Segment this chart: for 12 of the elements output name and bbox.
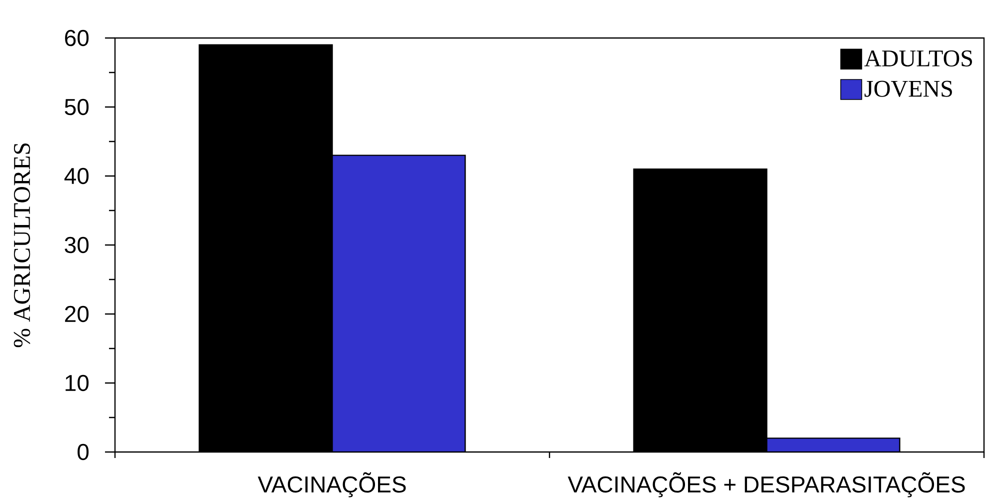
y-tick-label: 60 bbox=[65, 30, 89, 46]
y-tick-label: 50 bbox=[64, 98, 89, 116]
y-tick-label: 20 bbox=[65, 306, 89, 322]
y-tick-label: 10 bbox=[66, 374, 89, 392]
y-tick-label: 40 bbox=[64, 168, 89, 184]
x-tick-label: VACINAÇÕES bbox=[258, 472, 406, 498]
y-tick-label: 0 bbox=[78, 444, 89, 460]
x-tick-label: VACINAÇÕES + DESPARASITAÇÕES bbox=[568, 472, 965, 498]
legend-label: JOVENS bbox=[864, 80, 952, 98]
y-axis-title: % AGRICULTORES bbox=[14, 143, 30, 348]
y-tick-label: 30 bbox=[64, 236, 89, 254]
legend-label: ADULTOS bbox=[864, 50, 972, 67]
